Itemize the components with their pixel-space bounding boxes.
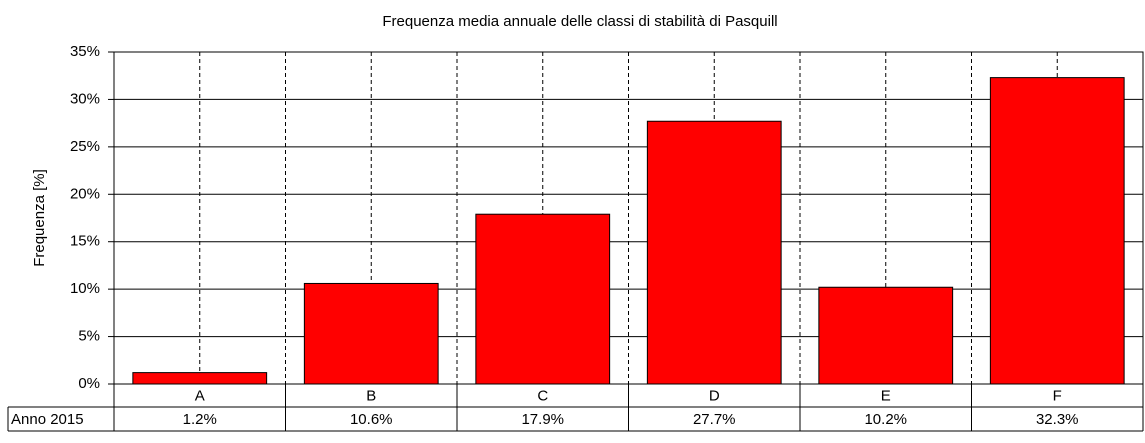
y-tick-label: 0% [78, 375, 100, 392]
x-tick-label: A [195, 387, 205, 404]
bar [475, 213, 611, 385]
x-tick-label: B [366, 387, 376, 404]
x-tick-label: C [537, 387, 548, 404]
y-tick-label: 25% [70, 138, 100, 155]
y-tick-label: 15% [70, 233, 100, 250]
y-tick-label: 5% [78, 328, 100, 345]
y-tick-label: 35% [70, 43, 100, 60]
x-tick-label: E [881, 387, 891, 404]
bar [646, 120, 782, 385]
y-tick-label: 20% [70, 185, 100, 202]
value-label: 17.9% [521, 411, 564, 428]
y-tick-label: 10% [70, 280, 100, 297]
value-label: 27.7% [693, 411, 736, 428]
y-tick-label: 30% [70, 90, 100, 107]
x-tick-label: D [709, 387, 720, 404]
chart-title: Frequenza media annuale delle classi di … [382, 13, 777, 30]
x-tick-label: F [1053, 387, 1062, 404]
value-label: 10.2% [864, 411, 907, 428]
value-label: 10.6% [350, 411, 393, 428]
value-label: 1.2% [183, 411, 217, 428]
value-label: 32.3% [1036, 411, 1079, 428]
legend-label: Anno 2015 [11, 411, 84, 428]
bar [303, 282, 439, 385]
y-axis-label: Frequenza [%] [31, 169, 48, 267]
bar [132, 372, 268, 385]
bar [989, 77, 1125, 385]
bar [818, 286, 954, 385]
